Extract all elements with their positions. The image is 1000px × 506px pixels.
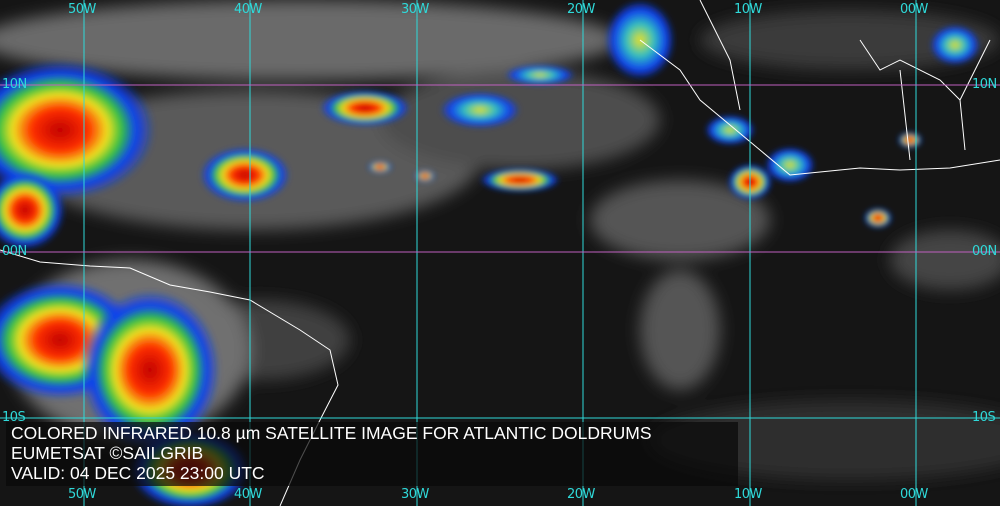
longitude-label-bottom: 40W	[234, 487, 262, 502]
latitude-label-right: 10S	[972, 410, 996, 425]
latitude-label-left: 00N	[2, 244, 27, 259]
caption-title: COLORED INFRARED 10.8 µm SATELLITE IMAGE…	[11, 423, 652, 443]
longitude-label-bottom: 30W	[401, 487, 429, 502]
africa-coastline	[639, 39, 1000, 176]
caption-valid-time: VALID: 04 DEC 2025 23:00 UTC	[11, 463, 265, 483]
longitude-label-top: 10W	[734, 2, 762, 17]
caption-source: EUMETSAT ©SAILGRIB	[11, 443, 204, 463]
longitude-label-bottom: 10W	[734, 487, 762, 502]
latitude-label-left: 10S	[2, 410, 26, 425]
longitude-label-top: 20W	[567, 2, 595, 17]
longitude-label-top: 40W	[234, 2, 262, 17]
caption-box: COLORED INFRARED 10.8 µm SATELLITE IMAGE…	[6, 422, 738, 486]
longitude-label-bottom: 20W	[567, 487, 595, 502]
longitude-label-top: 50W	[68, 2, 96, 17]
longitude-label-bottom: 00W	[900, 487, 928, 502]
longitude-label-top: 30W	[401, 2, 429, 17]
latitude-label-right: 10N	[972, 77, 997, 92]
longitude-label-bottom: 50W	[68, 487, 96, 502]
country-borders	[699, 0, 991, 161]
longitude-label-top: 00W	[900, 2, 928, 17]
latitude-label-left: 10N	[2, 77, 27, 92]
latitude-label-right: 00N	[972, 244, 997, 259]
